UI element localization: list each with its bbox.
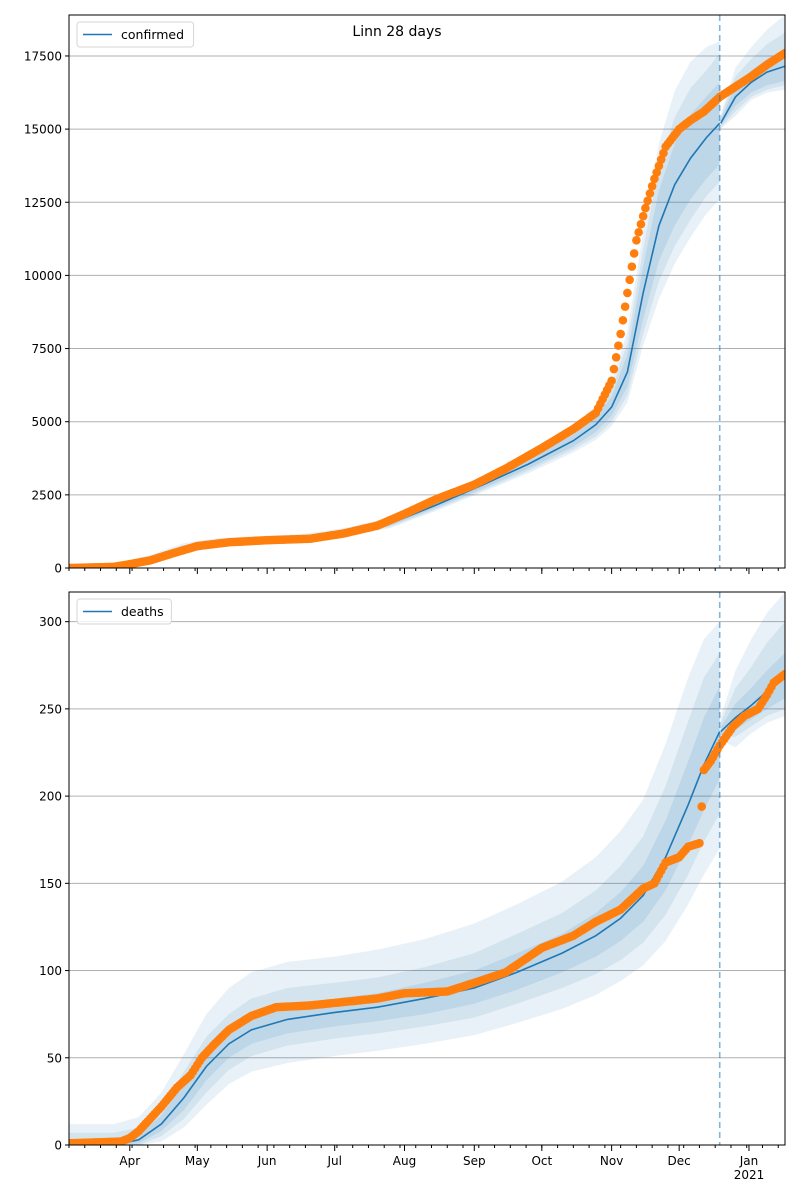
legend-label: confirmed [121, 27, 184, 42]
observed-point [645, 189, 655, 198]
legend: deaths [76, 598, 172, 625]
y-tick-label: 12500 [24, 196, 62, 210]
x-tick-label: Apr [119, 1154, 140, 1168]
y-tick-label: 300 [39, 615, 62, 629]
x-tick-label: Aug [393, 1154, 416, 1168]
y-tick-label: 7500 [31, 342, 62, 356]
credible-band [69, 653, 720, 1145]
model-median-line [720, 65, 785, 124]
y-tick-label: 0 [54, 562, 62, 576]
credible-band [720, 621, 785, 738]
observed-point [634, 227, 643, 237]
x-tick-label: Dec [668, 1154, 691, 1168]
observed-point [638, 211, 648, 221]
observed-point [643, 196, 652, 206]
observed-point [695, 838, 704, 848]
observed-point [636, 219, 646, 229]
legend: confirmed [76, 21, 195, 48]
plot-area [69, 15, 785, 568]
plot-area [69, 592, 785, 1145]
y-tick-label: 250 [39, 702, 62, 716]
credible-band [720, 592, 785, 748]
y-tick-label: 15000 [24, 123, 62, 137]
x-tick-label: May [185, 1154, 210, 1168]
confirmed-panel: 0 2500 5000 7500 10000 12500 15000 17500 Linn 28… [24, 14, 786, 576]
axes-frame [68, 591, 786, 1146]
y-tick-label: 50 [47, 1051, 62, 1065]
observed-point [609, 364, 619, 374]
x-tick-label: 2021 [734, 1168, 765, 1182]
observed-point [618, 315, 628, 325]
credible-band [69, 621, 720, 1145]
x-tick-label: Jun [257, 1154, 277, 1168]
x-tick-label: Oct [531, 1154, 552, 1168]
y-tick-label: 5000 [31, 415, 62, 429]
legend-box [76, 21, 195, 48]
y-tick-label: 150 [39, 877, 62, 891]
observed-point [780, 669, 785, 679]
chart-title: Linn 28 days [352, 24, 441, 40]
observed-point [607, 376, 616, 386]
y-tick-label: 17500 [24, 49, 62, 63]
y-tick-label: 2500 [31, 488, 62, 502]
observed-point [647, 181, 657, 191]
observed-point [632, 235, 641, 245]
credible-band [720, 50, 785, 126]
observed-point [627, 262, 637, 271]
y-tick-label: 0 [54, 1139, 62, 1153]
x-tick-label: Jan [739, 1154, 759, 1168]
legend-box [76, 598, 172, 625]
observed-point [614, 341, 623, 350]
observed-point [629, 249, 639, 258]
observed-point [611, 353, 621, 362]
x-tick-label: Jul [326, 1154, 341, 1168]
credible-band [69, 53, 720, 568]
legend-label: deaths [121, 604, 164, 619]
x-tick-label: Nov [600, 1154, 623, 1168]
credible-band [69, 82, 720, 568]
observed-point [620, 302, 630, 311]
observed-point [616, 329, 625, 339]
observed-point [623, 288, 632, 298]
y-tick-label: 10000 [24, 269, 62, 283]
observed-point [641, 203, 650, 213]
deaths-panel: 0 50 100 150 200 250 300 Apr May Jun Jul Aug Sep Oct N… [39, 591, 786, 1182]
y-tick-label: 200 [39, 790, 62, 804]
y-tick-label: 100 [39, 964, 62, 978]
axes-frame [68, 14, 786, 569]
observed-point [697, 802, 706, 811]
x-tick-label: Sep [463, 1154, 486, 1168]
credible-band [69, 686, 720, 1145]
observed-point [780, 48, 785, 58]
credible-band [720, 653, 785, 736]
observed-point [625, 275, 634, 285]
